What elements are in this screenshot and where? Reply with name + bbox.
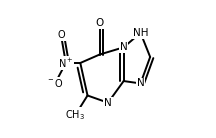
- Text: O: O: [95, 18, 104, 28]
- Text: N: N: [137, 78, 144, 88]
- Text: N$^+$: N$^+$: [58, 56, 74, 70]
- Text: O: O: [57, 30, 65, 40]
- Text: N: N: [104, 98, 112, 108]
- Text: CH$_3$: CH$_3$: [65, 108, 86, 122]
- Text: NH: NH: [133, 28, 148, 38]
- Text: $^-$O: $^-$O: [46, 77, 64, 89]
- Text: N: N: [120, 42, 127, 52]
